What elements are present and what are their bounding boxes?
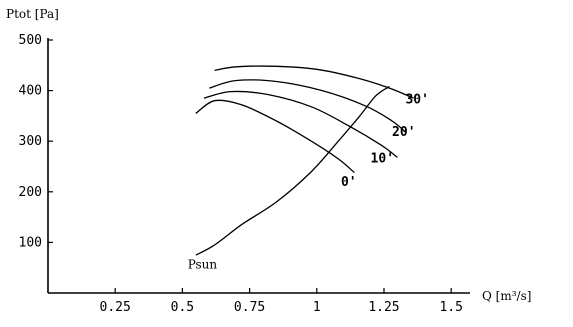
y-tick-label: 300: [19, 134, 42, 149]
x-tick-label: 0.75: [234, 300, 265, 315]
y-tick-label: 100: [19, 235, 42, 250]
x-tick-label: 0.25: [100, 300, 131, 315]
x-tick-label: 1.5: [439, 300, 462, 315]
x-tick-label: 1.25: [368, 300, 399, 315]
x-tick-label: 0.5: [171, 300, 194, 315]
curves-group: [195, 65, 414, 256]
series-line-psun: [195, 86, 390, 256]
axes: [47, 38, 470, 294]
series-line-20: [209, 79, 406, 133]
curve-label: 30': [405, 92, 428, 107]
series-line-0: [195, 99, 355, 174]
x-axis-title: Q [m³/s]: [482, 289, 531, 303]
y-tick-label: 500: [19, 33, 42, 48]
y-tick-label: 400: [19, 84, 42, 99]
curve-label: Psun: [188, 258, 218, 272]
curve-label: 0': [341, 175, 357, 190]
x-tick-label: 1: [313, 300, 321, 315]
curve-label: 10': [371, 151, 394, 166]
y-tick-label: 200: [19, 185, 42, 200]
y-axis-title: Ptot [Pa]: [6, 7, 59, 21]
labels-group: 30' 20' 10' 0' Psun: [188, 92, 429, 271]
ticks-group: 0.25 0.5 0.75 1 1.25 1.5 100 200 300 400 500: [19, 33, 463, 315]
series-line-30: [214, 65, 414, 99]
curve-label: 20': [392, 125, 415, 140]
series-line-10: [203, 90, 398, 158]
